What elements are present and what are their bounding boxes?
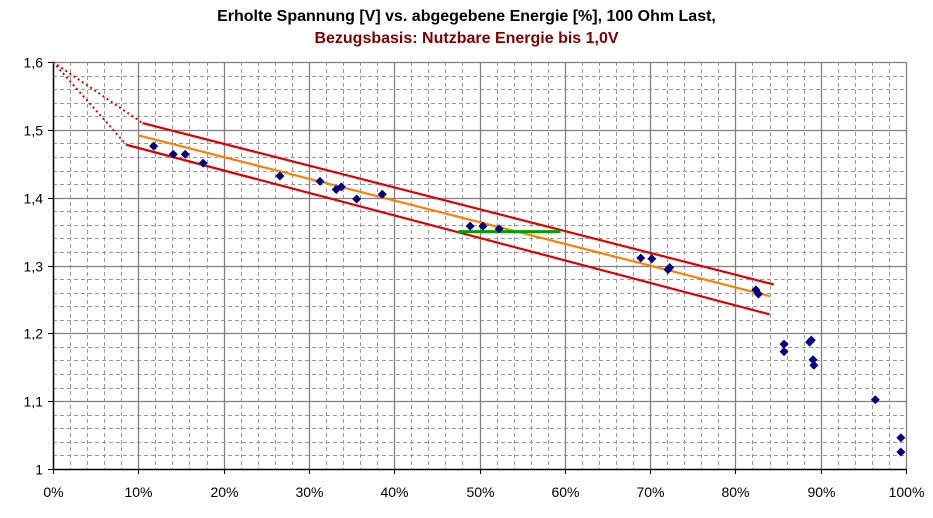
data-point-diamond: [336, 182, 346, 192]
data-point-diamond: [168, 149, 178, 159]
extrapolation-dotted-line: [52, 61, 128, 146]
y-axis-ticks: 1 1,1 1,2 1,3 1,4 1,5 1,6: [24, 55, 53, 478]
y-tick-label: 1,2: [24, 326, 44, 342]
y-tick-label: 1: [35, 462, 43, 478]
axes: [52, 62, 907, 471]
x-axis-ticks: 0% 10% 20% 30% 40% 50% 60% 70% 80% 90% 100%: [43, 469, 924, 500]
data-point-diamond: [494, 224, 504, 234]
x-tick-label: 20%: [210, 484, 238, 500]
y-tick-label: 1,3: [24, 259, 44, 275]
data-point-diamond: [636, 253, 646, 263]
series-lines: [52, 61, 775, 316]
data-point-diamond: [352, 194, 362, 204]
minor-grid: [53, 62, 906, 469]
data-point-diamond: [180, 149, 190, 159]
data-point-diamond: [377, 189, 387, 199]
data-point-diamond: [753, 289, 763, 299]
x-tick-label: 90%: [807, 484, 835, 500]
x-tick-label: 70%: [636, 484, 664, 500]
data-point-diamond: [896, 433, 906, 443]
trend-line: [138, 134, 770, 298]
data-point-diamond: [870, 395, 880, 405]
y-tick-label: 1,1: [24, 394, 44, 410]
data-point-diamond: [665, 263, 675, 273]
major-grid: [53, 61, 908, 469]
extrapolation-dotted-line: [52, 61, 144, 124]
x-tick-label: 0%: [43, 484, 63, 500]
x-tick-label: 50%: [466, 484, 494, 500]
data-point-diamond: [315, 176, 325, 186]
x-tick-label: 100%: [889, 484, 925, 500]
x-tick-label: 30%: [295, 484, 323, 500]
data-point-diamond: [198, 158, 208, 168]
data-point-diamond: [809, 360, 819, 370]
x-tick-label: 10%: [124, 484, 152, 500]
data-point-diamond: [896, 447, 906, 457]
data-point-diamond: [275, 171, 285, 181]
chart-subtitle: Bezugsbasis: Nutzbare Energie bis 1,0V: [314, 30, 619, 47]
data-point-diamond: [478, 221, 488, 231]
x-tick-label: 40%: [380, 484, 408, 500]
data-points: [149, 141, 906, 457]
data-point-diamond: [779, 339, 789, 349]
data-point-diamond: [465, 221, 475, 231]
boundary-line: [126, 143, 770, 316]
data-point-diamond: [647, 254, 657, 264]
y-tick-label: 1,5: [24, 123, 44, 139]
boundary-line: [142, 121, 775, 286]
x-tick-label: 80%: [721, 484, 749, 500]
x-tick-label: 60%: [551, 484, 579, 500]
y-tick-label: 1,6: [24, 55, 44, 71]
data-point-diamond: [806, 335, 816, 345]
y-tick-label: 1,4: [24, 191, 44, 207]
chart-title: Erholte Spannung [V] vs. abgegebene Ener…: [217, 8, 716, 25]
data-point-diamond: [779, 347, 789, 357]
data-point-diamond: [808, 355, 818, 365]
data-point-diamond: [149, 141, 159, 151]
